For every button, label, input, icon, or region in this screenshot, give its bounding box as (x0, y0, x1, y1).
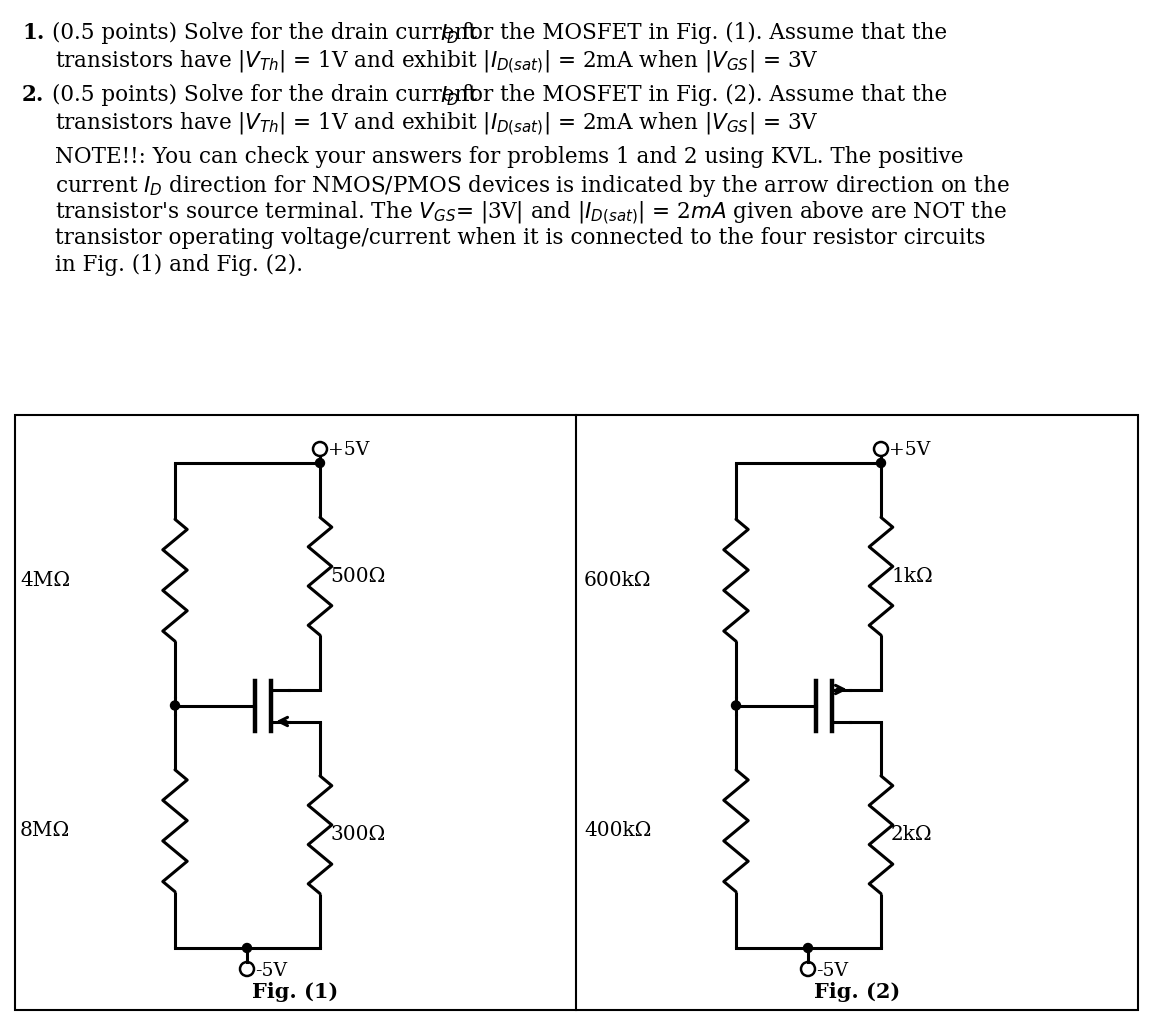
Circle shape (877, 458, 885, 467)
Text: 400kΩ: 400kΩ (584, 821, 651, 840)
Circle shape (242, 944, 252, 953)
Circle shape (315, 458, 324, 467)
Text: 600kΩ: 600kΩ (584, 571, 652, 589)
Text: (0.5 points) Solve for the drain current: (0.5 points) Solve for the drain current (52, 84, 484, 106)
Text: 2kΩ: 2kΩ (891, 825, 932, 844)
Text: $I_D$: $I_D$ (440, 22, 459, 46)
Text: transistors have |$V_{Th}$| = 1V and exhibit |$I_{D(sat)}$| = 2mA when |$V_{GS}$: transistors have |$V_{Th}$| = 1V and exh… (55, 111, 818, 138)
Text: -5V: -5V (255, 962, 287, 980)
Bar (15, 415, 1138, 1010)
Text: Fig. (2): Fig. (2) (814, 982, 900, 1002)
Circle shape (732, 701, 741, 710)
Text: current $I_D$ direction for NMOS/PMOS devices is indicated by the arrow directio: current $I_D$ direction for NMOS/PMOS de… (55, 173, 1010, 199)
Text: 4MΩ: 4MΩ (20, 571, 70, 589)
Text: NOTE!!: You can check your answers for problems 1 and 2 using KVL. The positive: NOTE!!: You can check your answers for p… (55, 146, 964, 168)
Text: 500Ω: 500Ω (330, 567, 385, 586)
Text: 8MΩ: 8MΩ (20, 821, 70, 840)
Text: 1.: 1. (22, 22, 44, 44)
Text: Fig. (1): Fig. (1) (253, 982, 338, 1002)
Text: for the MOSFET in Fig. (1). Assume that the: for the MOSFET in Fig. (1). Assume that … (462, 22, 947, 44)
Text: 2.: 2. (22, 84, 44, 106)
Text: transistor's source terminal. The $V_{GS}$= |3V| and |$I_{D(sat)}$| = 2$mA$ give: transistor's source terminal. The $V_{GS… (55, 200, 1006, 228)
Text: 1kΩ: 1kΩ (891, 567, 932, 586)
Text: for the MOSFET in Fig. (2). Assume that the: for the MOSFET in Fig. (2). Assume that … (462, 84, 947, 106)
Text: transistor operating voltage/current when it is connected to the four resistor c: transistor operating voltage/current whe… (55, 227, 986, 249)
Text: 300Ω: 300Ω (330, 825, 385, 844)
Text: (0.5 points) Solve for the drain current: (0.5 points) Solve for the drain current (52, 22, 484, 44)
Text: $I_D$: $I_D$ (440, 84, 459, 108)
Text: transistors have |$V_{Th}$| = 1V and exhibit |$I_{D(sat)}$| = 2mA when |$V_{GS}$: transistors have |$V_{Th}$| = 1V and exh… (55, 49, 818, 76)
Circle shape (803, 944, 812, 953)
Text: +5V: +5V (889, 441, 930, 459)
Circle shape (171, 701, 180, 710)
Text: -5V: -5V (816, 962, 848, 980)
Text: +5V: +5V (328, 441, 369, 459)
Text: in Fig. (1) and Fig. (2).: in Fig. (1) and Fig. (2). (55, 254, 304, 276)
